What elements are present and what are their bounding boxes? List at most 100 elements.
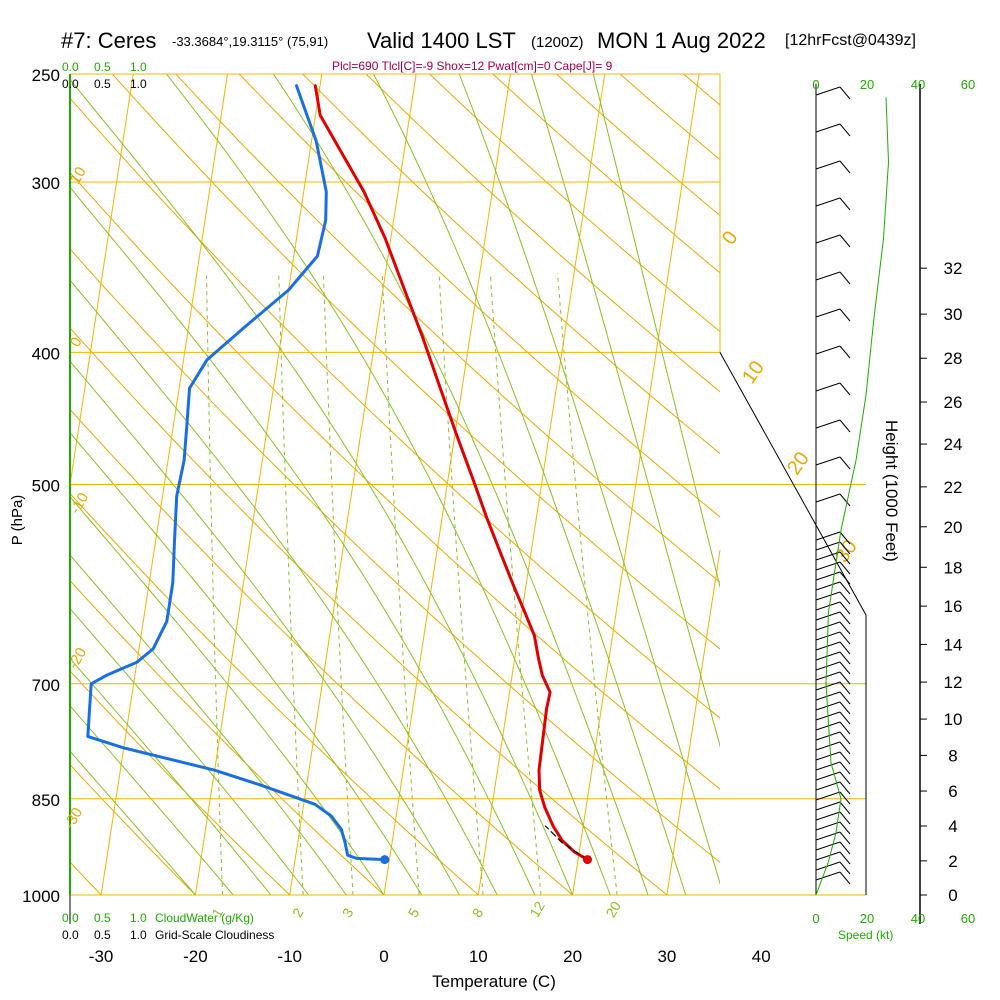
wind-barb-staff — [815, 871, 841, 881]
wind-barb-feather — [839, 791, 851, 805]
station-coords: -33.3684°,19.3115° (75,91) — [172, 34, 329, 49]
wind-barb-feather — [839, 701, 851, 715]
speed-tick-bottom: 20 — [860, 911, 874, 926]
height-tick-label: 32 — [944, 259, 963, 278]
wind-barb-feather — [839, 871, 851, 885]
wind-barb-feather — [839, 751, 851, 765]
wind-barb-staff — [815, 831, 841, 841]
wind-barb-staff — [815, 86, 841, 96]
wind-barb-feather — [839, 601, 851, 615]
height-tick-label: 6 — [948, 782, 957, 801]
pressure-axis-label: P (hPa) — [9, 495, 26, 546]
height-tick-label: 8 — [948, 746, 957, 765]
moist-adiabat-line — [70, 607, 309, 895]
cloudwater-scale-top: 0.5 — [94, 60, 111, 74]
speed-tick-top: 0 — [812, 77, 819, 92]
height-tick-label: 4 — [948, 817, 957, 836]
wind-barb-feather — [839, 160, 851, 174]
wind-barb-staff — [815, 551, 841, 561]
wind-barb-feather — [839, 661, 851, 675]
moist-adiabat-line — [70, 705, 234, 895]
moist-adiabat-line — [70, 360, 460, 895]
wind-barb-feather — [839, 561, 851, 575]
wind-barb-feather — [839, 571, 851, 585]
height-tick-label: 30 — [944, 305, 963, 324]
cloudiness-scale-top: 1.0 — [130, 77, 147, 91]
height-tick-label: 28 — [944, 349, 963, 368]
wind-barb-staff — [815, 601, 841, 611]
cloudiness-scale-bottom: 0.5 — [94, 928, 111, 942]
wind-barb-feather — [839, 821, 851, 835]
dry-adiabat-line — [365, 74, 720, 393]
pressure-tick-label: 250 — [32, 66, 60, 85]
cloudiness-scale-bottom: 0.0 — [62, 928, 79, 942]
isotherm-line — [69, 73, 134, 485]
wind-barb-feather — [839, 641, 851, 655]
height-tick-label: 10 — [944, 710, 963, 729]
height-tick-label: 18 — [944, 558, 963, 577]
wind-barb-staff — [815, 234, 841, 244]
dry-adiabat-line — [428, 74, 720, 333]
speed-tick-bottom: 60 — [961, 911, 975, 926]
cloudiness-scale-top: 0.0 — [62, 77, 79, 91]
temperature-tick-label: 0 — [379, 947, 388, 966]
wind-barb-staff — [815, 701, 841, 711]
mixing-ratio-line — [438, 273, 484, 896]
mixing-ratio-line — [489, 273, 542, 896]
wind-barb-staff — [815, 531, 841, 541]
height-tick-label: 12 — [944, 673, 963, 692]
wind-barb-feather — [839, 681, 851, 695]
isotherm-line — [666, 550, 721, 896]
wind-barb-feather — [839, 308, 851, 322]
wind-barb-feather — [839, 631, 851, 645]
dry-adiabat-line — [70, 861, 102, 895]
height-tick-label: 2 — [948, 852, 957, 871]
height-tick-label: 20 — [944, 518, 963, 537]
pressure-tick-label: 500 — [32, 477, 60, 496]
moist-adiabat-line — [458, 74, 720, 886]
wind-barb-feather — [839, 741, 851, 755]
wind-barb-feather — [839, 801, 851, 815]
temperature-tick-label: -20 — [183, 947, 208, 966]
wind-barb-staff — [815, 861, 841, 871]
wind-barb-feather — [839, 493, 851, 507]
wind-barb-staff — [815, 781, 841, 791]
wind-barb-staff — [815, 791, 841, 801]
wind-barb-feather — [839, 721, 851, 735]
dry-adiabat-line — [70, 97, 720, 719]
temperature-axis-label: Temperature (C) — [432, 972, 556, 991]
wind-barb-feather — [839, 711, 851, 725]
pressure-gridlines — [70, 73, 866, 896]
wind-barb-staff — [815, 751, 841, 761]
cloudiness-scale-top: 0.5 — [94, 77, 111, 91]
wind-barb-staff — [815, 761, 841, 771]
dry-adiabat-line — [238, 74, 720, 518]
wind-barb-staff — [815, 661, 841, 671]
height-tick-label: 22 — [944, 478, 963, 497]
dry-adiabat-line — [0, 50, 33, 924]
moist-adiabat-line — [70, 279, 498, 895]
speed-tick-top: 40 — [911, 77, 925, 92]
wind-barb-feather — [839, 831, 851, 845]
pressure-tick-label: 1000 — [22, 887, 60, 906]
height-axis-label: Height (1000 Feet) — [882, 420, 901, 562]
cloudwater-scale-top: 0.0 — [62, 60, 79, 74]
speed-tick-top: 20 — [860, 77, 874, 92]
wind-barb-feather — [839, 551, 851, 565]
wind-barb-feather — [839, 456, 851, 470]
cloudiness-label: Grid-Scale Cloudiness — [155, 928, 274, 942]
dry-adiabat-line — [70, 670, 291, 895]
wind-barb-feather — [839, 86, 851, 100]
wind-barb-staff — [815, 681, 841, 691]
wind-barb-feather — [839, 861, 851, 875]
wind-barb-staff — [815, 591, 841, 601]
wind-barb-feather — [839, 345, 851, 359]
mixing-ratio-label: 5 — [405, 905, 423, 920]
wind-barb-feather — [839, 651, 851, 665]
wind-barb-staff — [815, 671, 841, 681]
wind-speed-line — [815, 97, 890, 896]
wind-barb-staff — [815, 541, 841, 551]
wind-barb-feather — [839, 811, 851, 825]
wind-barb-feather — [839, 271, 851, 285]
